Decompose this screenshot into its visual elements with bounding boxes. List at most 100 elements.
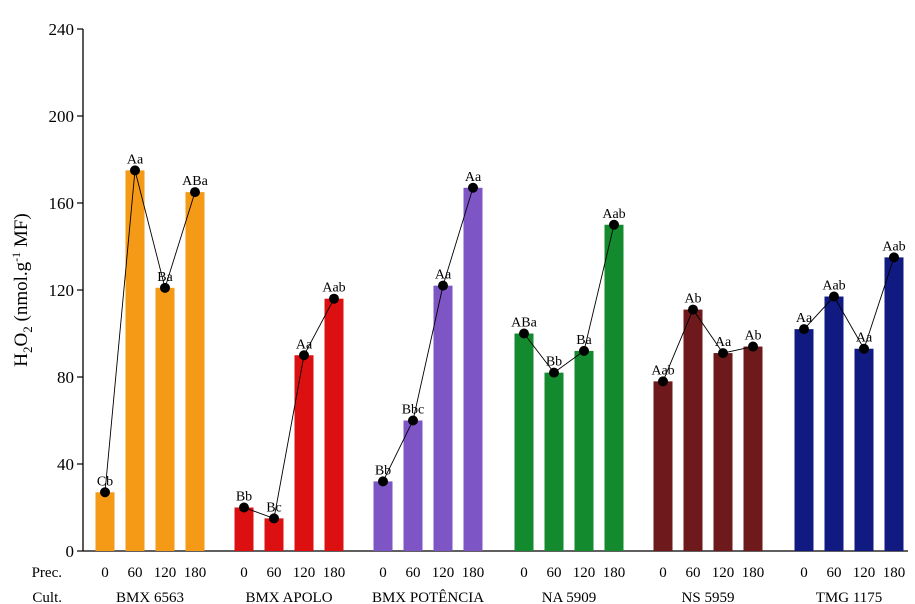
data-label: Ba [157, 270, 173, 285]
bar [403, 420, 423, 551]
prec-tick-label: 60 [406, 565, 421, 581]
data-label: Aa [715, 335, 732, 350]
cultivar-label: TMG 1175 [816, 590, 883, 604]
bar [294, 355, 314, 551]
bar [824, 296, 844, 551]
bar [264, 518, 284, 551]
bar [854, 348, 874, 551]
bar [155, 287, 175, 551]
data-label: Bb [375, 463, 391, 478]
prec-tick-label: 60 [547, 565, 562, 581]
prec-tick-label: 120 [293, 565, 316, 581]
data-label: Aab [882, 239, 905, 254]
bar [514, 333, 534, 551]
data-point [160, 282, 170, 293]
bar [373, 481, 393, 551]
prec-tick-label: 60 [827, 565, 842, 581]
ylabel-tail: MF) [11, 213, 32, 252]
trend-line [243, 298, 335, 519]
bar [463, 187, 483, 551]
prec-tick-label: 0 [379, 565, 387, 581]
data-label: Aab [822, 279, 845, 294]
data-point [549, 367, 559, 378]
cultivar-label: NA 5909 [542, 590, 597, 604]
bar [604, 224, 624, 551]
data-point [718, 348, 728, 359]
y-tick-label: 160 [49, 194, 75, 213]
data-label: Ba [576, 333, 592, 348]
data-label: Aa [435, 268, 452, 283]
bar [95, 492, 115, 551]
data-point [579, 345, 589, 356]
data-label: Bb [236, 490, 252, 505]
data-points [100, 165, 899, 524]
bar [324, 298, 344, 551]
data-point [859, 343, 869, 354]
data-point [889, 252, 899, 263]
trend-line [104, 170, 196, 493]
prec-tick-label: 60 [128, 565, 143, 581]
prec-tick-label: 180 [603, 565, 626, 581]
prec-tick-label: 120 [432, 565, 455, 581]
data-label: Ab [744, 329, 761, 344]
data-point [658, 376, 668, 387]
bar [544, 372, 564, 551]
bar [653, 381, 673, 551]
prec-tick-label: 180 [462, 565, 485, 581]
ylabel-unit: (nmol.g [11, 261, 32, 326]
ylabel-h: H [11, 353, 32, 367]
y-tick-label: 80 [57, 368, 74, 387]
data-point [299, 350, 309, 361]
prec-tick-label: 180 [323, 565, 346, 581]
bar [574, 350, 594, 551]
bar [234, 507, 254, 551]
trend-lines [104, 170, 895, 519]
data-label: Aa [127, 152, 144, 167]
data-point [130, 165, 140, 176]
data-point [609, 219, 619, 230]
prec-tick-label: 180 [883, 565, 906, 581]
data-point [688, 304, 698, 315]
bar [185, 192, 205, 551]
prec-tick-label: 0 [520, 565, 528, 581]
ylabel-sup: -1 [9, 252, 23, 262]
bar [125, 170, 145, 551]
trend-line [523, 224, 615, 374]
prec-tick-label: 0 [240, 565, 248, 581]
data-label: ABa [182, 174, 208, 189]
prec-tick-label: 180 [742, 565, 765, 581]
data-point [378, 476, 388, 487]
data-point [269, 513, 279, 524]
data-point [829, 291, 839, 302]
prec-tick-label: 0 [101, 565, 109, 581]
prec-tick-label: 60 [686, 565, 701, 581]
bar [683, 309, 703, 551]
data-point [329, 293, 339, 304]
letter-labels: Cb Aa Ba ABa Bb Bc Aa Aab Bb Bbc Aa Aa ABa Bb Ba Aab Aab… [97, 152, 906, 515]
prec-tick-label: 120 [154, 565, 177, 581]
bars [95, 170, 904, 551]
prec-tick-label: 60 [267, 565, 282, 581]
data-label: Aab [322, 281, 345, 296]
data-label: Bbc [402, 403, 425, 418]
y-axis-title: H2O2 (nmol.g-1 MF) [9, 213, 35, 366]
data-point [239, 502, 249, 513]
data-point [190, 187, 200, 198]
data-label: Aa [796, 311, 813, 326]
y-tick-label: 120 [49, 281, 75, 300]
data-point [438, 280, 448, 291]
cultivar-label: BMX APOLO [245, 590, 332, 604]
ylabel-sub: 2 [20, 346, 35, 353]
cultivar-label: BMX 6563 [116, 590, 184, 604]
y-tick-label: 200 [49, 107, 75, 126]
data-point [799, 324, 809, 335]
bar [713, 353, 733, 551]
data-point [100, 487, 110, 498]
trend-line [662, 308, 754, 382]
bar [884, 257, 904, 551]
cultivar-label: BMX POTÊNCIA [372, 589, 484, 604]
data-point [408, 415, 418, 426]
data-label: Bb [546, 355, 562, 370]
